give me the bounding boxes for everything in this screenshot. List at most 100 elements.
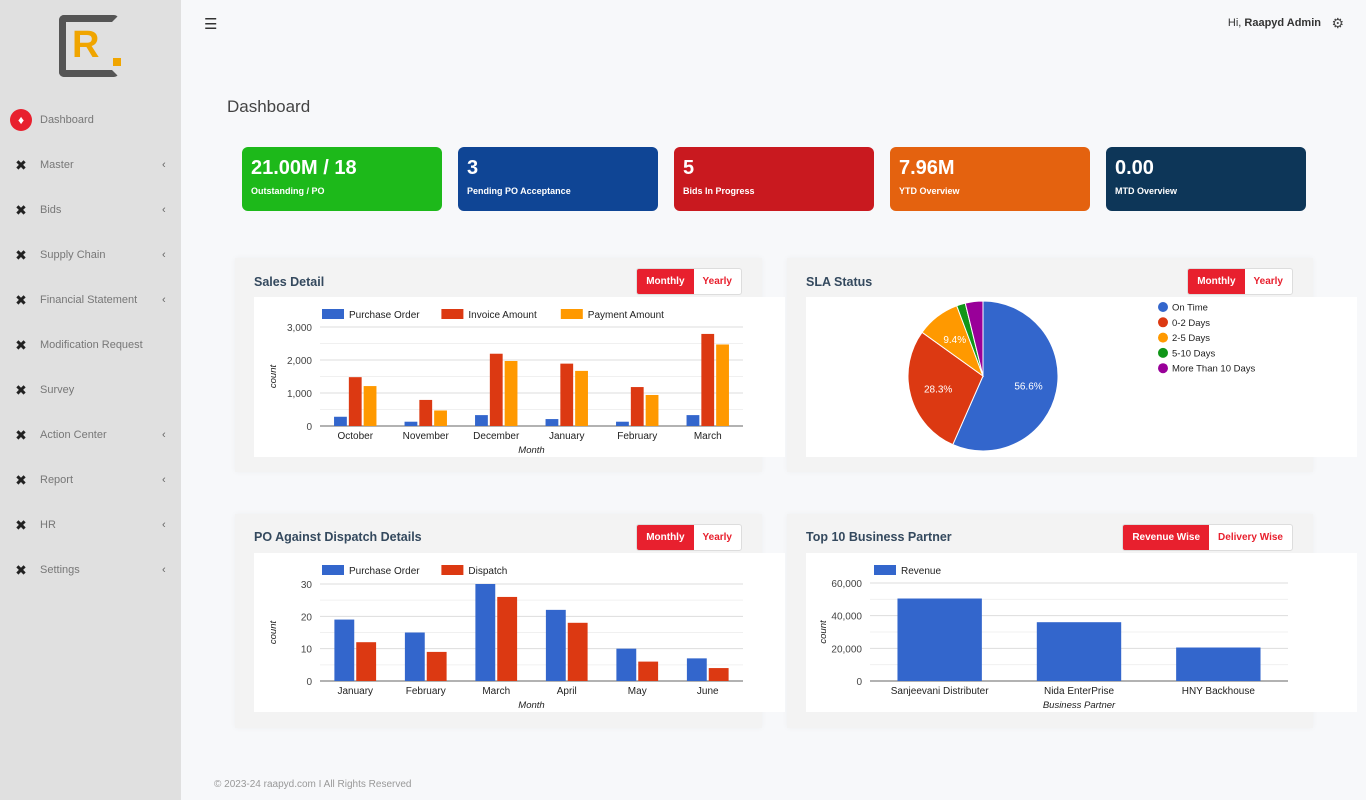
y-tick-label: 1,000 — [287, 389, 312, 400]
sidebar-item-master[interactable]: ✖ Master ‹ — [0, 150, 181, 180]
sidebar-item-financial-statement[interactable]: ✖ Financial Statement ‹ — [0, 285, 181, 315]
stat-value: 0.00 — [1115, 157, 1154, 179]
sidebar-item-survey[interactable]: ✖ Survey — [0, 375, 181, 405]
bar — [1176, 647, 1261, 681]
y-tick-label: 3,000 — [287, 323, 312, 334]
legend-label: Payment Amount — [588, 310, 664, 321]
bar — [1036, 622, 1122, 681]
x-tick-label: February — [406, 686, 446, 697]
x-tick-label: June — [697, 686, 719, 697]
pie-slice — [952, 300, 1059, 452]
sidebar-item-action-center[interactable]: ✖ Action Center ‹ — [0, 420, 181, 450]
monthly-button[interactable]: Monthly — [1188, 269, 1245, 294]
yearly-button[interactable]: Yearly — [702, 532, 732, 543]
x-tick-label: Nida EnterPrise — [1044, 686, 1114, 697]
y-axis-title: count — [268, 621, 279, 645]
x-tick-label: HNY Backhouse — [1182, 686, 1256, 697]
yearly-button[interactable]: Yearly — [1253, 276, 1283, 287]
footer-copyright: © 2023-24 raapyd.com I All Rights Reserv… — [214, 779, 412, 790]
network-icon: ✖ — [15, 561, 27, 578]
network-icon: ✖ — [15, 426, 27, 443]
network-icon: ✖ — [15, 516, 27, 533]
x-tick-label: February — [617, 431, 657, 442]
legend-label: More Than 10 Days — [1172, 364, 1256, 375]
x-tick-label: January — [337, 686, 373, 697]
sidebar-item-dashboard[interactable]: ♦ Dashboard — [0, 105, 181, 135]
sidebar-item-label: Master — [40, 159, 74, 171]
stat-card[interactable]: 5 Bids In Progress — [674, 147, 874, 211]
legend-label: Revenue — [901, 566, 941, 577]
panel-title: Sales Detail — [254, 275, 325, 289]
stat-value: 3 — [467, 157, 479, 179]
slice-label: 56.6% — [1014, 382, 1042, 393]
network-icon: ✖ — [15, 471, 27, 488]
legend-dot — [1158, 317, 1168, 328]
sidebar-item-bids[interactable]: ✖ Bids ‹ — [0, 195, 181, 225]
stat-label: MTD Overview — [1115, 186, 1178, 196]
stat-label: Pending PO Acceptance — [467, 186, 571, 196]
bar — [504, 360, 518, 426]
sidebar: R ♦ Dashboard ✖ Master ‹ ✖ Bids ‹ ✖ Supply Chain ‹… — [0, 0, 181, 800]
sidebar-item-supply-chain[interactable]: ✖ Supply Chain ‹ — [0, 240, 181, 270]
monthly-button[interactable]: Monthly — [637, 525, 694, 550]
stat-label: Bids In Progress — [683, 186, 755, 196]
panel-title: SLA Status — [806, 275, 873, 289]
bar — [716, 344, 729, 426]
stat-card[interactable]: 0.00 MTD Overview — [1106, 147, 1306, 211]
top-partner-chart: Revenue 0 20,000 40,000 60,000 Sanjeevani Dis… — [806, 553, 1357, 712]
x-tick-label: December — [473, 431, 520, 442]
sidebar-item-label: Report — [40, 474, 74, 486]
mode-toggle: Revenue Wise Delivery Wise — [1122, 524, 1293, 551]
delivery-wise-button[interactable]: Delivery Wise — [1218, 532, 1283, 543]
x-tick-label: March — [482, 686, 510, 697]
gear-icon[interactable]: ⚙ — [1331, 15, 1344, 31]
legend-label: Purchase Order — [349, 310, 420, 321]
x-axis-title: Month — [518, 445, 544, 456]
bar — [616, 421, 629, 426]
user-greeting[interactable]: Hi, Raapyd Admin — [1228, 17, 1321, 29]
x-tick-label: May — [628, 686, 647, 697]
stat-card[interactable]: 21.00M / 18 Outstanding / PO — [242, 147, 442, 211]
panel-title: PO Against Dispatch Details — [254, 530, 422, 544]
legend-dot — [1158, 347, 1168, 358]
y-tick-label: 0 — [306, 677, 312, 688]
sla-pie-chart: 56.6% 28.3% 9.4% On Time 0-2 Days 2-5 Days 5-1… — [806, 297, 1357, 457]
x-axis-title: Business Partner — [1043, 700, 1116, 711]
bar — [489, 353, 503, 426]
legend-dot — [1158, 332, 1168, 343]
legend-label: On Time — [1172, 303, 1208, 314]
sidebar-item-settings[interactable]: ✖ Settings ‹ — [0, 555, 181, 585]
page-title: Dashboard — [227, 97, 311, 116]
sidebar-item-report[interactable]: ✖ Report ‹ — [0, 465, 181, 495]
pie-slice — [964, 300, 984, 377]
sidebar-item-hr[interactable]: ✖ HR ‹ — [0, 510, 181, 540]
period-toggle: Monthly Yearly — [636, 524, 742, 551]
revenue-wise-button[interactable]: Revenue Wise — [1123, 525, 1210, 550]
monthly-button[interactable]: Monthly — [637, 269, 694, 294]
chevron-left-icon: ‹ — [162, 294, 166, 306]
bar — [434, 410, 447, 426]
stat-value: 21.00M / 18 — [251, 157, 357, 179]
sidebar-item-label: HR — [40, 519, 56, 531]
network-icon: ✖ — [15, 156, 27, 173]
period-toggle: Monthly Yearly — [636, 268, 742, 295]
y-tick-label: 20 — [301, 612, 313, 623]
y-axis-title: count — [818, 620, 829, 644]
logo-dot — [113, 58, 121, 66]
brand-logo[interactable]: R — [59, 15, 121, 77]
bar — [630, 387, 644, 426]
stat-value: 7.96M — [899, 157, 955, 179]
network-icon: ✖ — [15, 201, 27, 218]
sidebar-item-modification-request[interactable]: ✖ Modification Request — [0, 330, 181, 360]
stat-card[interactable]: 3 Pending PO Acceptance — [458, 147, 658, 211]
chevron-left-icon: ‹ — [162, 429, 166, 441]
bar — [638, 661, 659, 681]
sales-detail-chart: Purchase Order Invoice Amount Payment Amou… — [254, 297, 785, 457]
chevron-left-icon: ‹ — [162, 249, 166, 261]
hamburger-menu-icon[interactable]: ☰ — [204, 16, 218, 33]
stat-card[interactable]: 7.96M YTD Overview — [890, 147, 1090, 211]
sidebar-item-label: Modification Request — [40, 339, 143, 351]
y-tick-label: 20,000 — [831, 644, 862, 655]
bar — [334, 619, 355, 681]
yearly-button[interactable]: Yearly — [702, 276, 732, 287]
